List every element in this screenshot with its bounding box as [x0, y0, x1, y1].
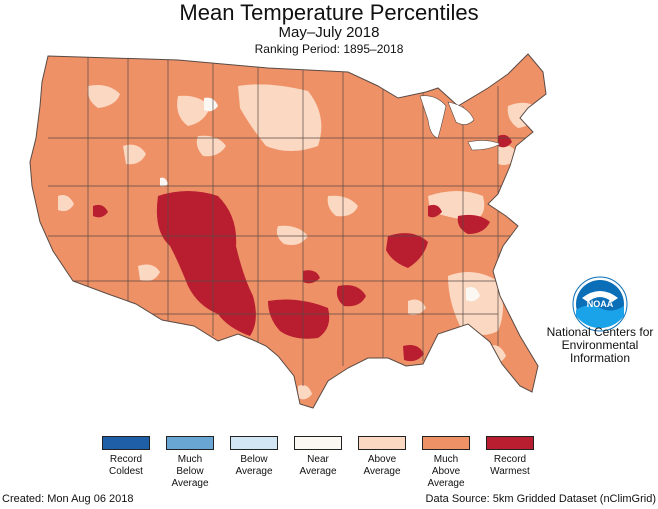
legend-below-average: Below Average — [224, 436, 284, 478]
legend-swatch — [422, 436, 470, 450]
legend-label: Much Above Average — [427, 454, 465, 489]
legend-swatch — [102, 436, 150, 450]
org-line-3: Information — [569, 351, 631, 365]
map-title: Mean Temperature Percentiles — [179, 0, 479, 25]
great-lakes — [419, 95, 501, 151]
us-temperature-map — [29, 53, 547, 409]
legend-swatch — [358, 436, 406, 450]
legend-above-average: Above Average — [352, 436, 412, 478]
noaa-logo-text: NOAA — [587, 299, 614, 309]
noaa-logo: NOAA — [572, 276, 628, 332]
noaa-logo-bird — [582, 291, 618, 302]
legend-swatch — [166, 436, 214, 450]
created-date: Created: Mon Aug 06 2018 — [2, 493, 134, 505]
legend-label: Record Warmest — [490, 454, 530, 477]
legend-swatch — [294, 436, 342, 450]
legend-near-average: Near Average — [288, 436, 348, 478]
org-line-2: Environmental — [561, 338, 639, 352]
org-line-1: National Centers for — [546, 325, 654, 339]
legend-record-warmest: Record Warmest — [480, 436, 540, 478]
map-subtitle: May–July 2018 — [278, 24, 380, 41]
legend-swatch — [230, 436, 278, 450]
legend-label: Below Average — [235, 454, 273, 477]
legend-much-below-average: Much Below Average — [160, 436, 220, 490]
near-average-regions — [160, 97, 480, 302]
data-source: Data Source: 5km Gridded Dataset (nClimG… — [425, 493, 656, 505]
record-warmest-regions — [93, 134, 512, 362]
legend-record-coldest: Record Coldest — [96, 436, 156, 478]
above-average-regions — [58, 84, 540, 400]
legend-swatch — [486, 436, 534, 450]
state-borders — [48, 56, 546, 386]
legend-label: Record Coldest — [109, 454, 143, 477]
ranking-period: Ranking Period: 1895–2018 — [254, 42, 404, 56]
legend-label: Much Below Average — [171, 454, 209, 489]
legend-label: Above Average — [363, 454, 401, 477]
noaa-logo-wave — [576, 305, 624, 328]
legend-label: Near Average — [299, 454, 337, 477]
legend-much-above-average: Much Above Average — [416, 436, 476, 490]
